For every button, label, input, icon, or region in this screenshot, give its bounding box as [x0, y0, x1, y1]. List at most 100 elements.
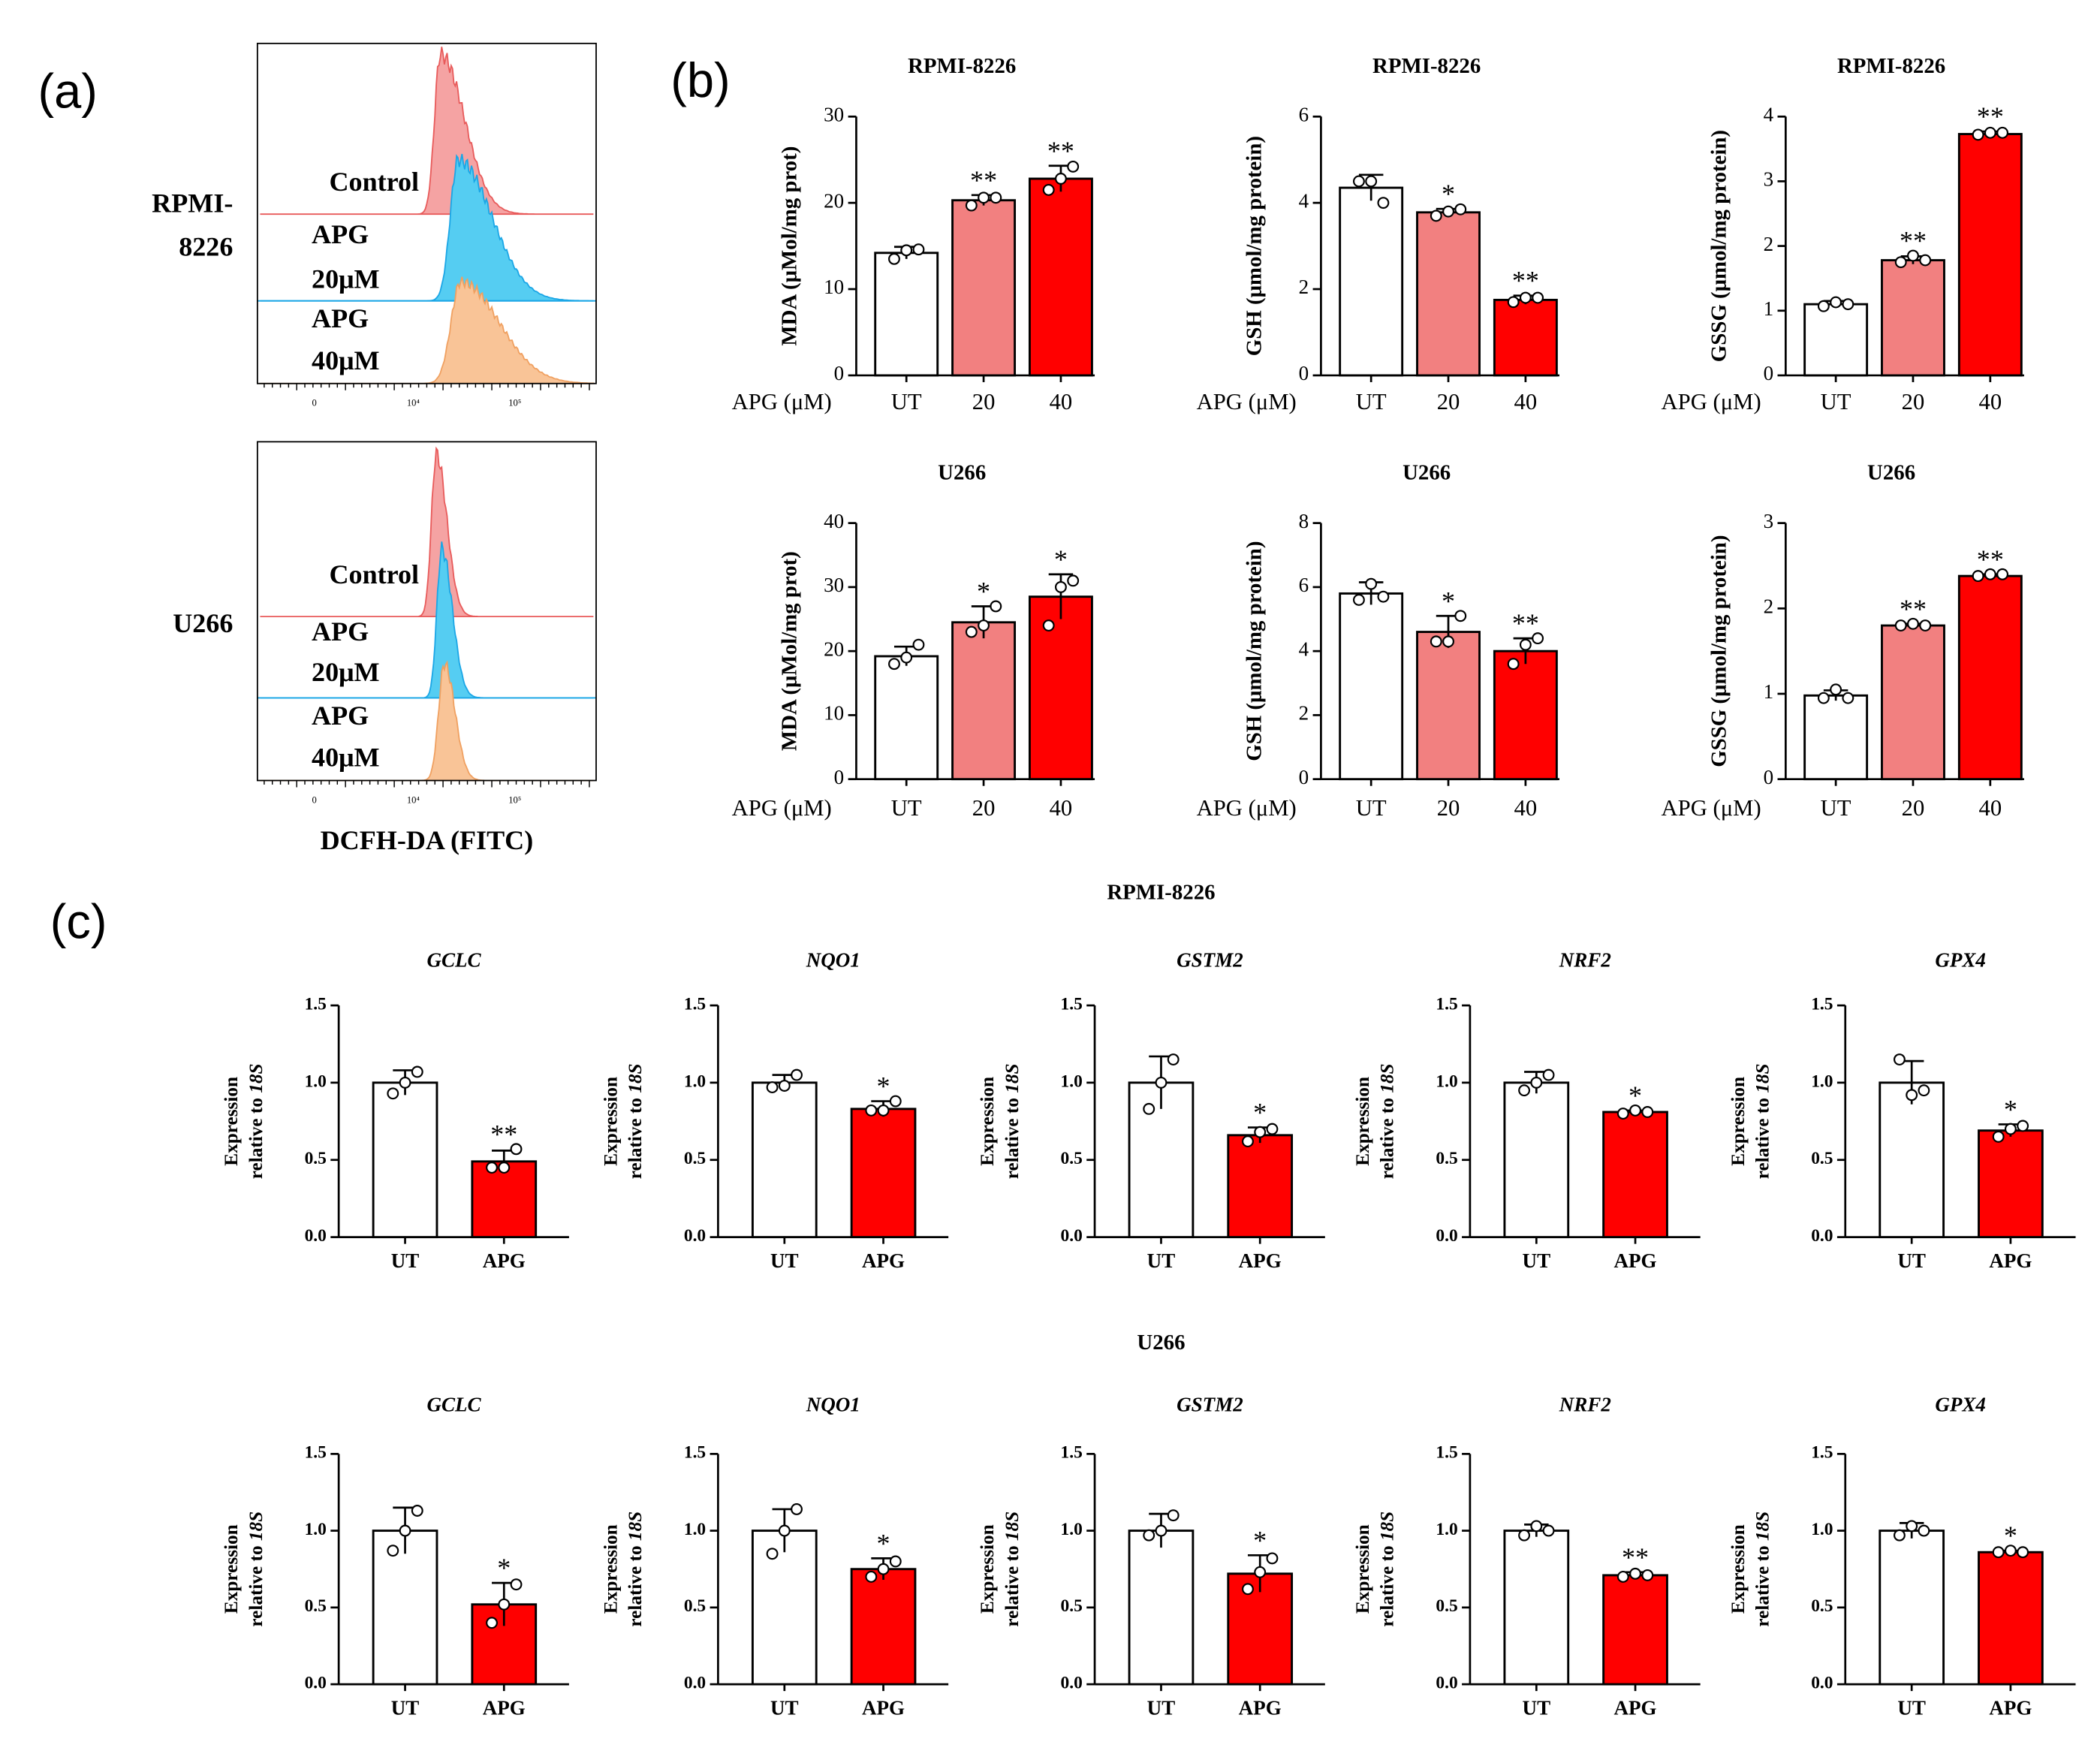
y-tick-label: 3 — [1764, 510, 1774, 532]
data-point — [1972, 570, 1984, 583]
flow-xlabel: DCFH-DA (FITC) — [321, 825, 534, 855]
y-axis-label: relative to 18S — [1376, 1511, 1397, 1627]
x-tick-label: UT — [891, 795, 922, 821]
data-point — [778, 1080, 791, 1092]
data-point — [1042, 619, 1055, 631]
flow-label: APG — [312, 701, 369, 731]
data-point — [1830, 683, 1842, 696]
data-point — [1454, 610, 1467, 622]
flow-tick-label: 10⁵ — [508, 794, 521, 805]
x-tick-label: UT — [1356, 389, 1387, 414]
y-axis-label: Expression — [1352, 1077, 1373, 1166]
data-point — [990, 191, 1002, 204]
histogram — [260, 276, 595, 384]
y-axis-label-italic: 18S — [625, 1511, 646, 1541]
data-point — [2017, 1546, 2029, 1559]
data-point — [1054, 580, 1067, 593]
data-point — [912, 638, 925, 651]
significance: * — [1253, 1525, 1267, 1555]
chart-title: RPMI-8226 — [1372, 54, 1481, 78]
significance: * — [1054, 544, 1068, 574]
y-axis-label-italic: 18S — [246, 1511, 267, 1541]
bar — [1339, 186, 1404, 377]
data-point — [1641, 1106, 1654, 1118]
y-tick-label: 0.0 — [1436, 1226, 1457, 1246]
flow-tick-label: 0 — [312, 794, 316, 805]
data-point — [1167, 1053, 1180, 1065]
significance: * — [2004, 1520, 2017, 1551]
significance: * — [2004, 1094, 2017, 1124]
data-point — [778, 1524, 791, 1537]
x-tick-label: 20 — [1437, 389, 1460, 414]
x-axis-label: APG (μM) — [1197, 795, 1297, 821]
y-axis-label: relative to 18S — [625, 1063, 646, 1179]
y-tick-label: 1.0 — [684, 1520, 706, 1539]
significance: ** — [1900, 594, 1927, 624]
data-point — [1143, 1529, 1155, 1542]
x-tick-label: APG — [1239, 1697, 1282, 1719]
bar — [1028, 177, 1093, 377]
significance: ** — [1047, 136, 1074, 166]
data-point — [2017, 1120, 2029, 1132]
y-axis-label-part: relative to — [246, 1098, 267, 1179]
y-axis-label: Expression — [600, 1077, 621, 1166]
data-point — [1532, 291, 1544, 304]
data-point — [912, 243, 925, 256]
y-tick-label: 3 — [1764, 168, 1774, 191]
bar — [951, 621, 1017, 781]
y-axis-label: MDA (μMol/mg prot) — [777, 146, 801, 346]
data-point — [1155, 1076, 1168, 1089]
data-point — [2004, 1545, 2017, 1557]
x-tick-label: 40 — [1514, 795, 1538, 821]
chart-title: U266 — [1867, 460, 1915, 484]
data-point — [865, 1104, 878, 1117]
data-point — [1992, 1546, 2005, 1559]
y-tick-label: 1.5 — [1811, 1443, 1833, 1463]
data-point — [900, 244, 913, 257]
bar — [1978, 1129, 2044, 1239]
y-axis-label-part: relative to — [1752, 1545, 1773, 1626]
x-tick-label: APG — [1239, 1249, 1282, 1272]
data-point — [1542, 1524, 1555, 1537]
y-axis-label: Expression — [1728, 1077, 1749, 1166]
data-point — [1906, 1089, 1918, 1102]
bar — [1879, 1530, 1945, 1686]
significance: ** — [1977, 101, 2004, 131]
data-point — [1454, 203, 1467, 215]
y-tick-label: 0.0 — [684, 1226, 706, 1246]
y-tick-label: 0.0 — [1811, 1673, 1833, 1692]
y-tick-label: 2 — [1764, 595, 1774, 618]
data-point — [1377, 197, 1390, 209]
y-tick-label: 0.5 — [1436, 1596, 1457, 1616]
x-tick-label: APG — [1989, 1249, 2032, 1272]
data-point — [889, 1555, 902, 1568]
data-point — [1996, 126, 2009, 139]
data-point — [1254, 1566, 1267, 1578]
chart-title: NQO1 — [806, 1393, 860, 1415]
y-tick-label: 1.0 — [1436, 1520, 1457, 1539]
bar — [1339, 592, 1404, 781]
x-tick-label: UT — [891, 389, 922, 414]
flow-label: 20μM — [312, 657, 380, 687]
data-point — [1155, 1524, 1168, 1537]
data-point — [411, 1065, 423, 1078]
y-tick-label: 1.0 — [1811, 1520, 1833, 1539]
y-tick-label: 0.0 — [1436, 1673, 1457, 1692]
x-tick-label: 40 — [1050, 795, 1073, 821]
y-tick-label: 2 — [1299, 702, 1309, 725]
data-point — [1984, 126, 1996, 139]
flow-label: Control — [329, 167, 419, 197]
data-point — [1518, 1529, 1531, 1542]
x-tick-label: UT — [1147, 1697, 1176, 1719]
data-point — [1907, 617, 1919, 630]
data-point — [1817, 300, 1830, 312]
bar — [1881, 624, 1945, 781]
data-point — [1641, 1569, 1654, 1581]
data-point — [1830, 296, 1842, 309]
y-tick-label: 0 — [834, 766, 845, 788]
data-point — [791, 1068, 803, 1081]
y-axis-label: Expression — [977, 1524, 998, 1614]
x-tick-label: UT — [1821, 389, 1851, 414]
y-tick-label: 0.5 — [1061, 1596, 1083, 1616]
histogram — [260, 541, 594, 699]
